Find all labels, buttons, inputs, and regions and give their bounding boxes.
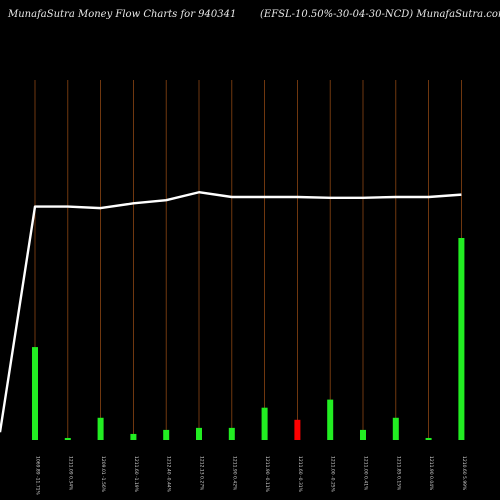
x-tick-label: 1211.60 -0.31% [297,456,303,493]
x-tick-label: 1209.01 -1.56% [100,456,106,493]
x-tick-label: 1211.85 0.15% [395,456,401,491]
x-tick-label: 1212.40 -0.44% [166,456,172,493]
tick-labels: 1069.89 -11.71% 1211.09 0.34% 1209.01 -1.5… [35,456,467,496]
bar [327,399,334,440]
bar [32,347,38,440]
grid-layer [34,80,462,440]
x-tick-label: 1211.90 0.04% [428,456,434,491]
bar [294,419,301,440]
bar [228,427,235,440]
x-tick-label: 1211.60 -1.19% [133,456,139,493]
chart-title: MunafaSutra Money Flow Charts for 940341 [8,9,237,20]
x-tick-label: 1212.13 0.27% [199,456,205,491]
x-tick-label: 1210.60 5.99% [461,456,467,491]
x-tick-label: 1211.00 0.41% [363,456,369,491]
line-layer [0,191,462,433]
bar [163,429,170,440]
x-tick-label: 1211.90 -0.11% [264,456,270,493]
bar [261,407,268,440]
bar [425,437,432,440]
x-tick-label: 1211.09 0.34% [67,456,73,491]
x-tick-label: 1211.90 0.42% [231,456,237,491]
bar [392,417,399,440]
bar [97,417,104,440]
bar [196,427,202,440]
bar [458,238,465,440]
bar [64,437,71,440]
bar-layer [32,238,465,440]
x-tick-label: 1069.89 -11.71% [35,456,41,496]
x-tick-label: 1211.00 -0.25% [330,456,336,493]
chart-subtitle: (EFSL-10.50%-30-04-30-NCD) MunafaSutra.c… [260,9,500,20]
bar [360,429,366,440]
bar [130,433,137,440]
money-flow-line [0,191,462,433]
